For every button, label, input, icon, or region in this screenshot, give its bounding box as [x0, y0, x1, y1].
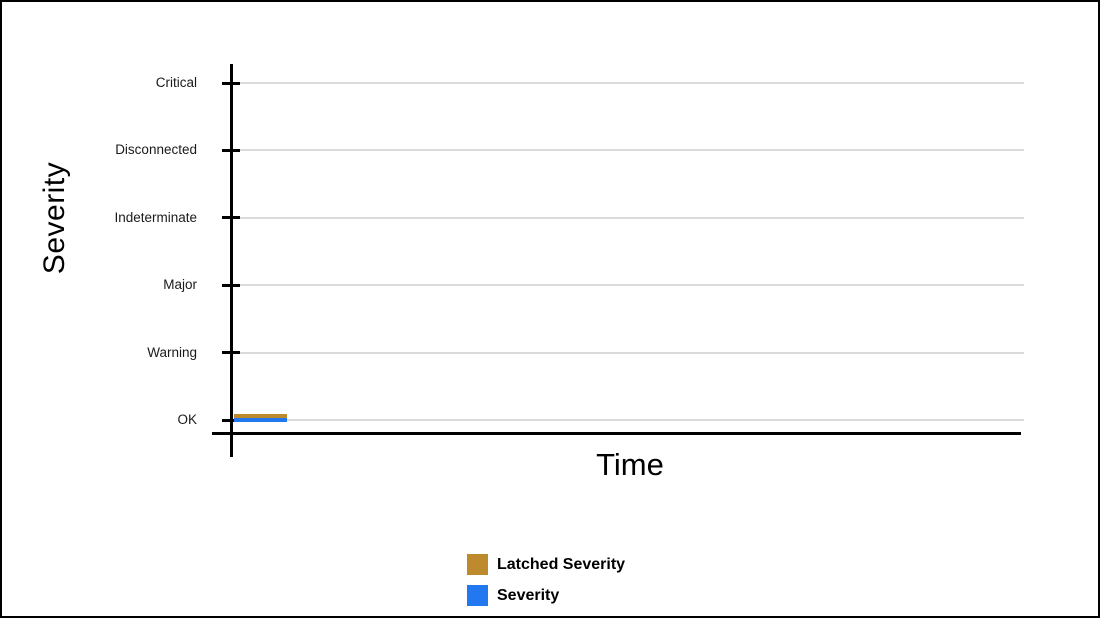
x-axis-line	[212, 432, 1021, 435]
legend-item-severity: Severity	[467, 585, 625, 606]
x-axis-title: Time	[596, 447, 664, 482]
legend-item-latched-severity: Latched Severity	[467, 554, 625, 575]
y-tick-label-indeterminate: Indeterminate	[114, 209, 197, 225]
series-bar-severity	[234, 418, 288, 422]
legend-label-severity: Severity	[497, 586, 560, 604]
legend-swatch-latched-severity	[467, 554, 488, 575]
y-tick-label-major: Major	[163, 277, 197, 293]
gridline-disconnected	[232, 149, 1024, 152]
series-bar-latched-severity	[234, 414, 288, 418]
y-tick-label-ok: OK	[177, 412, 197, 427]
gridline-critical	[232, 82, 1024, 84]
gridline-ok	[232, 419, 1024, 421]
gridline-warning	[232, 351, 1024, 354]
y-tick-label-critical: Critical	[155, 75, 197, 90]
y-axis-line	[230, 64, 233, 457]
y-tick-label-disconnected: Disconnected	[115, 142, 197, 158]
gridline-major	[232, 284, 1024, 287]
y-tick-label-warning: Warning	[147, 344, 197, 360]
legend: Latched Severity Severity	[467, 554, 625, 616]
legend-label-latched-severity: Latched Severity	[497, 555, 626, 573]
legend-swatch-severity	[467, 585, 488, 606]
gridline-indeterminate	[232, 216, 1024, 219]
